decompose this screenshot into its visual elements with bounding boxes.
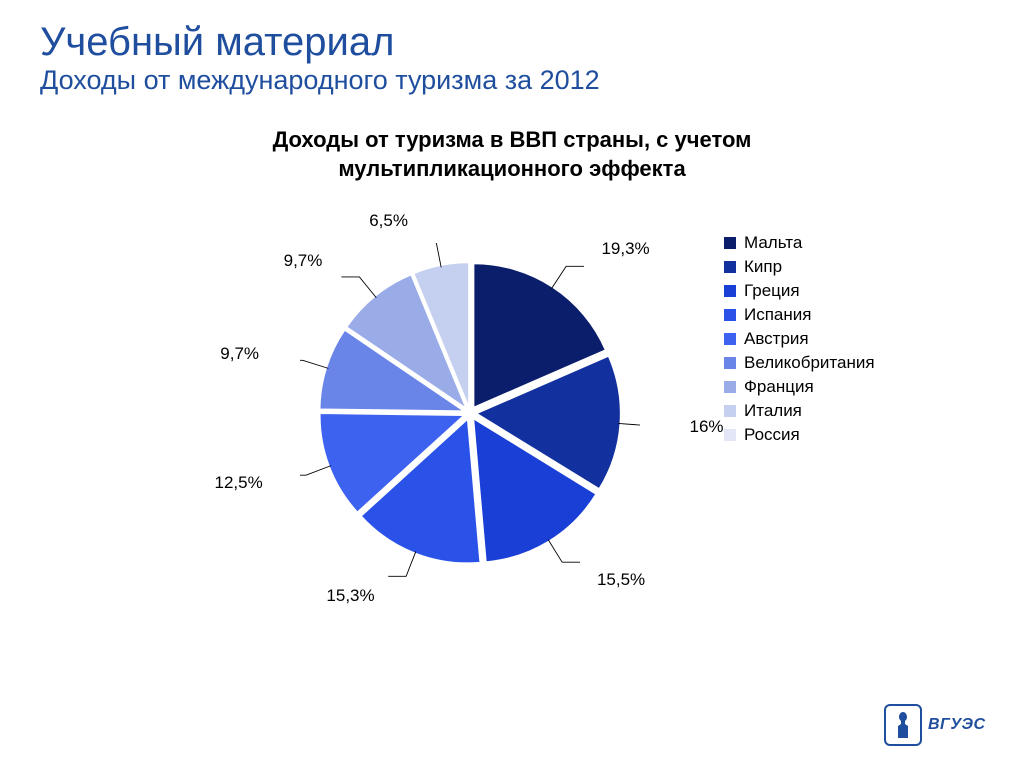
legend-item: Мальта — [724, 233, 924, 253]
leader-line — [418, 243, 441, 267]
leader-line — [551, 267, 584, 289]
legend-label: Греция — [744, 281, 800, 301]
legend-item: Кипр — [724, 257, 924, 277]
leader-line — [388, 552, 416, 577]
pie-chart — [300, 243, 640, 583]
legend-item: Россия — [724, 425, 924, 445]
legend-item: Италия — [724, 401, 924, 421]
legend-item: Франция — [724, 377, 924, 397]
legend-swatch-icon — [724, 261, 736, 273]
legend-label: Италия — [744, 401, 802, 421]
legend-swatch-icon — [724, 429, 736, 441]
leader-line — [342, 277, 377, 298]
legend-label: Австрия — [744, 329, 809, 349]
legend-item: Великобритания — [724, 353, 924, 373]
legend-label: Франция — [744, 377, 814, 397]
legend-swatch-icon — [724, 333, 736, 345]
data-label: 6,5% — [352, 211, 408, 231]
leader-line — [548, 540, 580, 563]
legend-item: Австрия — [724, 329, 924, 349]
logo-text: ВГУЭС — [928, 716, 986, 734]
data-label: 15,3% — [319, 586, 375, 606]
data-label: 12,5% — [207, 473, 263, 493]
legend-label: Великобритания — [744, 353, 875, 373]
chart-legend: Мальта Кипр Греция Испания Австрия Великобрит… — [724, 233, 924, 449]
legend-swatch-icon — [724, 357, 736, 369]
legend-swatch-icon — [724, 309, 736, 321]
logo-seal-icon — [884, 704, 922, 746]
legend-label: Кипр — [744, 257, 782, 277]
legend-swatch-icon — [724, 237, 736, 249]
slide-main-title: Учебный материал — [40, 20, 984, 65]
legend-swatch-icon — [724, 405, 736, 417]
legend-item: Греция — [724, 281, 924, 301]
legend-label: Испания — [744, 305, 811, 325]
chart-container: 19,3% 16% 15,5% 15,3% 12,5% 9,7% 9,7% 6,5% Маль… — [40, 203, 984, 643]
data-label: 16% — [690, 417, 724, 437]
data-label: 9,7% — [266, 251, 322, 271]
leader-line — [300, 466, 331, 476]
data-label: 19,3% — [601, 239, 649, 259]
data-label: 15,5% — [597, 570, 645, 590]
legend-swatch-icon — [724, 285, 736, 297]
leader-line — [300, 361, 328, 369]
chart-title: Доходы от туризма в ВВП страны, с учетом… — [162, 126, 862, 183]
leader-line — [618, 424, 640, 426]
legend-label: Мальта — [744, 233, 802, 253]
legend-item: Испания — [724, 305, 924, 325]
legend-label: Россия — [744, 425, 800, 445]
legend-swatch-icon — [724, 381, 736, 393]
vgues-logo: ВГУЭС — [884, 702, 994, 747]
slide-sub-title: Доходы от международного туризма за 2012 — [40, 65, 984, 96]
data-label: 9,7% — [203, 344, 259, 364]
